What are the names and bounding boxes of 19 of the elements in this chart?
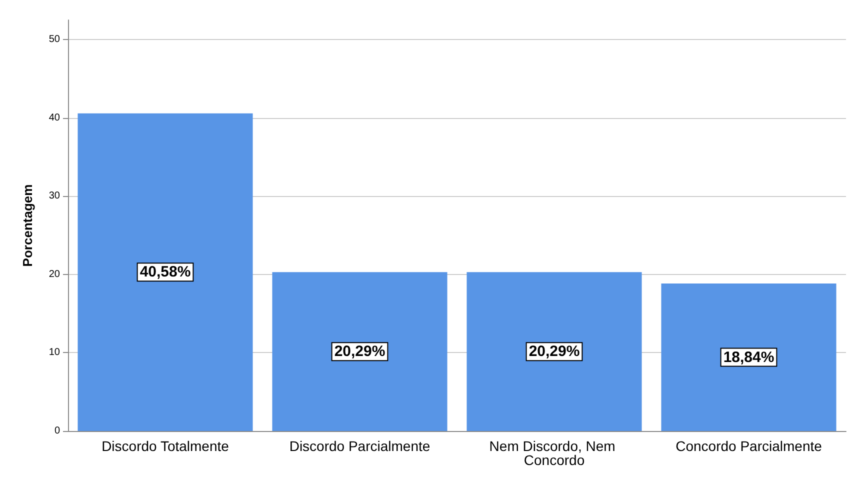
y-axis-title: Porcentagem [20, 184, 35, 267]
data-label: 18,84% [723, 348, 774, 366]
y-tick-label: 50 [48, 34, 60, 46]
bar [661, 284, 836, 431]
y-tick-label: 30 [48, 190, 60, 202]
data-label: 20,29% [528, 343, 580, 360]
x-tick-label: Nem Discordo, Nem Concordo [489, 438, 620, 468]
data-label: 20,29% [334, 343, 386, 360]
y-tick-label: 0 [54, 426, 60, 436]
y-tick-label: 10 [48, 347, 60, 358]
data-label: 40,58% [140, 264, 191, 281]
bar [78, 113, 253, 431]
bar [466, 272, 642, 431]
y-tick-label: 20 [48, 268, 60, 280]
x-tick-label: Concordo Parcialmente [676, 438, 822, 454]
x-tick-label: Discordo Totalmente [102, 438, 230, 454]
x-tick-label: Discordo Parcialmente [289, 438, 430, 454]
bar [272, 272, 448, 431]
y-tick-label: 40 [48, 112, 60, 124]
